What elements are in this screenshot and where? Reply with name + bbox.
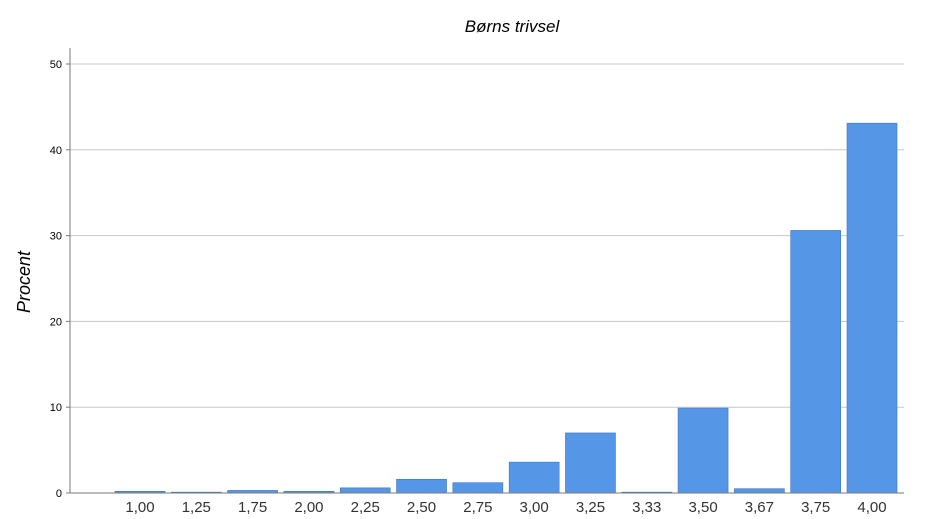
y-axis-ticks: 0 10 20 30 40 50	[50, 59, 70, 500]
bar-2-50	[396, 478, 447, 494]
y-tick-label: 20	[50, 316, 62, 328]
x-tick-label: 3,50	[688, 499, 717, 516]
bar-3-25	[565, 432, 616, 494]
y-axis-label: Procent	[14, 250, 34, 313]
x-tick-label: 1,25	[182, 499, 211, 516]
x-tick-label: 2,00	[294, 499, 323, 516]
y-tick-label: 50	[50, 59, 62, 71]
y-tick-label: 30	[50, 231, 62, 243]
x-tick-label: 2,75	[463, 499, 492, 516]
bar-2-25	[339, 487, 391, 494]
x-tick-label: 1,75	[238, 499, 267, 516]
axes	[69, 48, 904, 494]
x-tick-label: 2,25	[351, 499, 380, 516]
y-tick-label: 40	[50, 145, 62, 157]
chart-title: Børns trivsel	[465, 17, 561, 36]
x-tick-label: 4,00	[857, 499, 886, 516]
x-tick-label: 3,75	[801, 499, 830, 516]
y-tick-label: 0	[56, 488, 62, 500]
x-tick-label: 3,00	[520, 499, 549, 516]
bar-3-50	[677, 407, 729, 494]
bar-3-67	[734, 488, 785, 494]
bars	[114, 122, 898, 494]
bar-3-00	[508, 461, 560, 494]
gridlines	[70, 63, 904, 408]
bar-3-75	[790, 230, 841, 494]
bar-4-00	[846, 122, 898, 494]
x-axis-ticks: 1,00 1,25 1,75 2,00 2,25 2,50 2,75 3,00 3,25 3,33…	[125, 499, 886, 516]
x-tick-label: 3,67	[745, 499, 774, 516]
y-tick-label: 10	[50, 402, 62, 414]
x-tick-label: 3,25	[576, 499, 605, 516]
x-tick-label: 2,50	[407, 499, 436, 516]
x-tick-label: 3,33	[632, 499, 661, 516]
x-tick-label: 1,00	[125, 499, 154, 516]
bar-2-75	[452, 482, 504, 494]
